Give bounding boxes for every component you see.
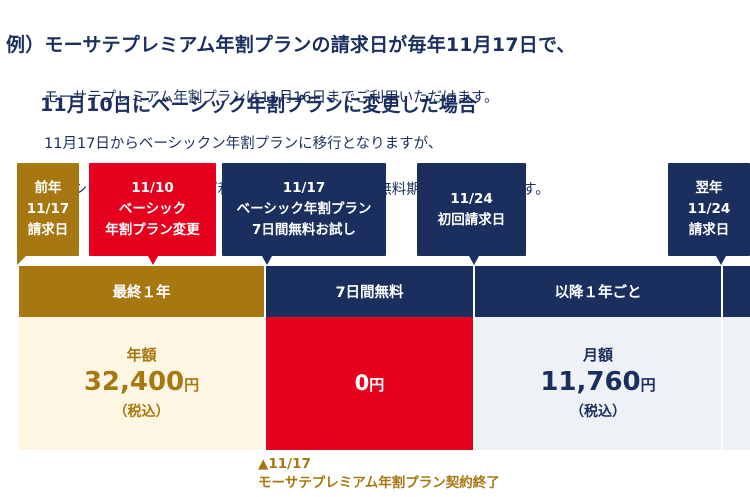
period-body-yearly: 月額 11,760円 （税込） bbox=[475, 317, 721, 450]
period-body-final-year: 年額 32,400円 （税込） bbox=[19, 317, 264, 450]
period-body-continuation bbox=[723, 317, 750, 450]
description-line: 11月17日からベーシックン年割プランに移行となりますが、 bbox=[44, 136, 443, 152]
price-label: 年額 bbox=[126, 346, 157, 364]
tax-note: （税込） bbox=[570, 404, 626, 420]
page-title: 例）モーサテプレミアム年割プランの請求日が毎年11月17日で、 11月10日にベ… bbox=[6, 0, 750, 150]
title-line-2: 11月10日にベーシック年割プランに変更した場合 bbox=[40, 94, 478, 116]
title-line-1: 例）モーサテプレミアム年割プランの請求日が毎年11月17日で、 bbox=[6, 34, 576, 56]
callout-next-billing: 翌年 11/24 請求日 bbox=[668, 163, 750, 265]
callout-prev-billing: 前年 11/17 請求日 bbox=[17, 163, 79, 265]
period-body-free-trial: 0円 bbox=[266, 317, 473, 450]
price-amount: 0円 bbox=[354, 370, 385, 395]
period-header-final-year: 最終１年 bbox=[19, 266, 264, 317]
callout-first-billing: 11/24 初回請求日 bbox=[417, 163, 526, 265]
contract-end-note: ▲11/17 モーサテプレミアム年割プラン契約終了 bbox=[258, 456, 500, 491]
period-header-yearly: 以降１年ごと bbox=[475, 266, 721, 317]
description-line: モーサテプレミアム年割プランは11月16日までご利用いただけます。 bbox=[44, 90, 499, 106]
price-amount: 32,400円 bbox=[83, 367, 200, 397]
price-amount: 11,760円 bbox=[540, 367, 656, 397]
callout-free-trial-start: 11/17 ベーシック年割プラン 7日間無料お試し bbox=[222, 163, 386, 265]
period-header-continuation bbox=[723, 266, 750, 317]
callout-plan-change: 11/10 ベーシック 年割プラン変更 bbox=[89, 163, 216, 265]
price-label: 月額 bbox=[582, 346, 613, 364]
tax-note: （税込） bbox=[113, 404, 170, 420]
period-header-free-trial: 7日間無料 bbox=[266, 266, 473, 317]
